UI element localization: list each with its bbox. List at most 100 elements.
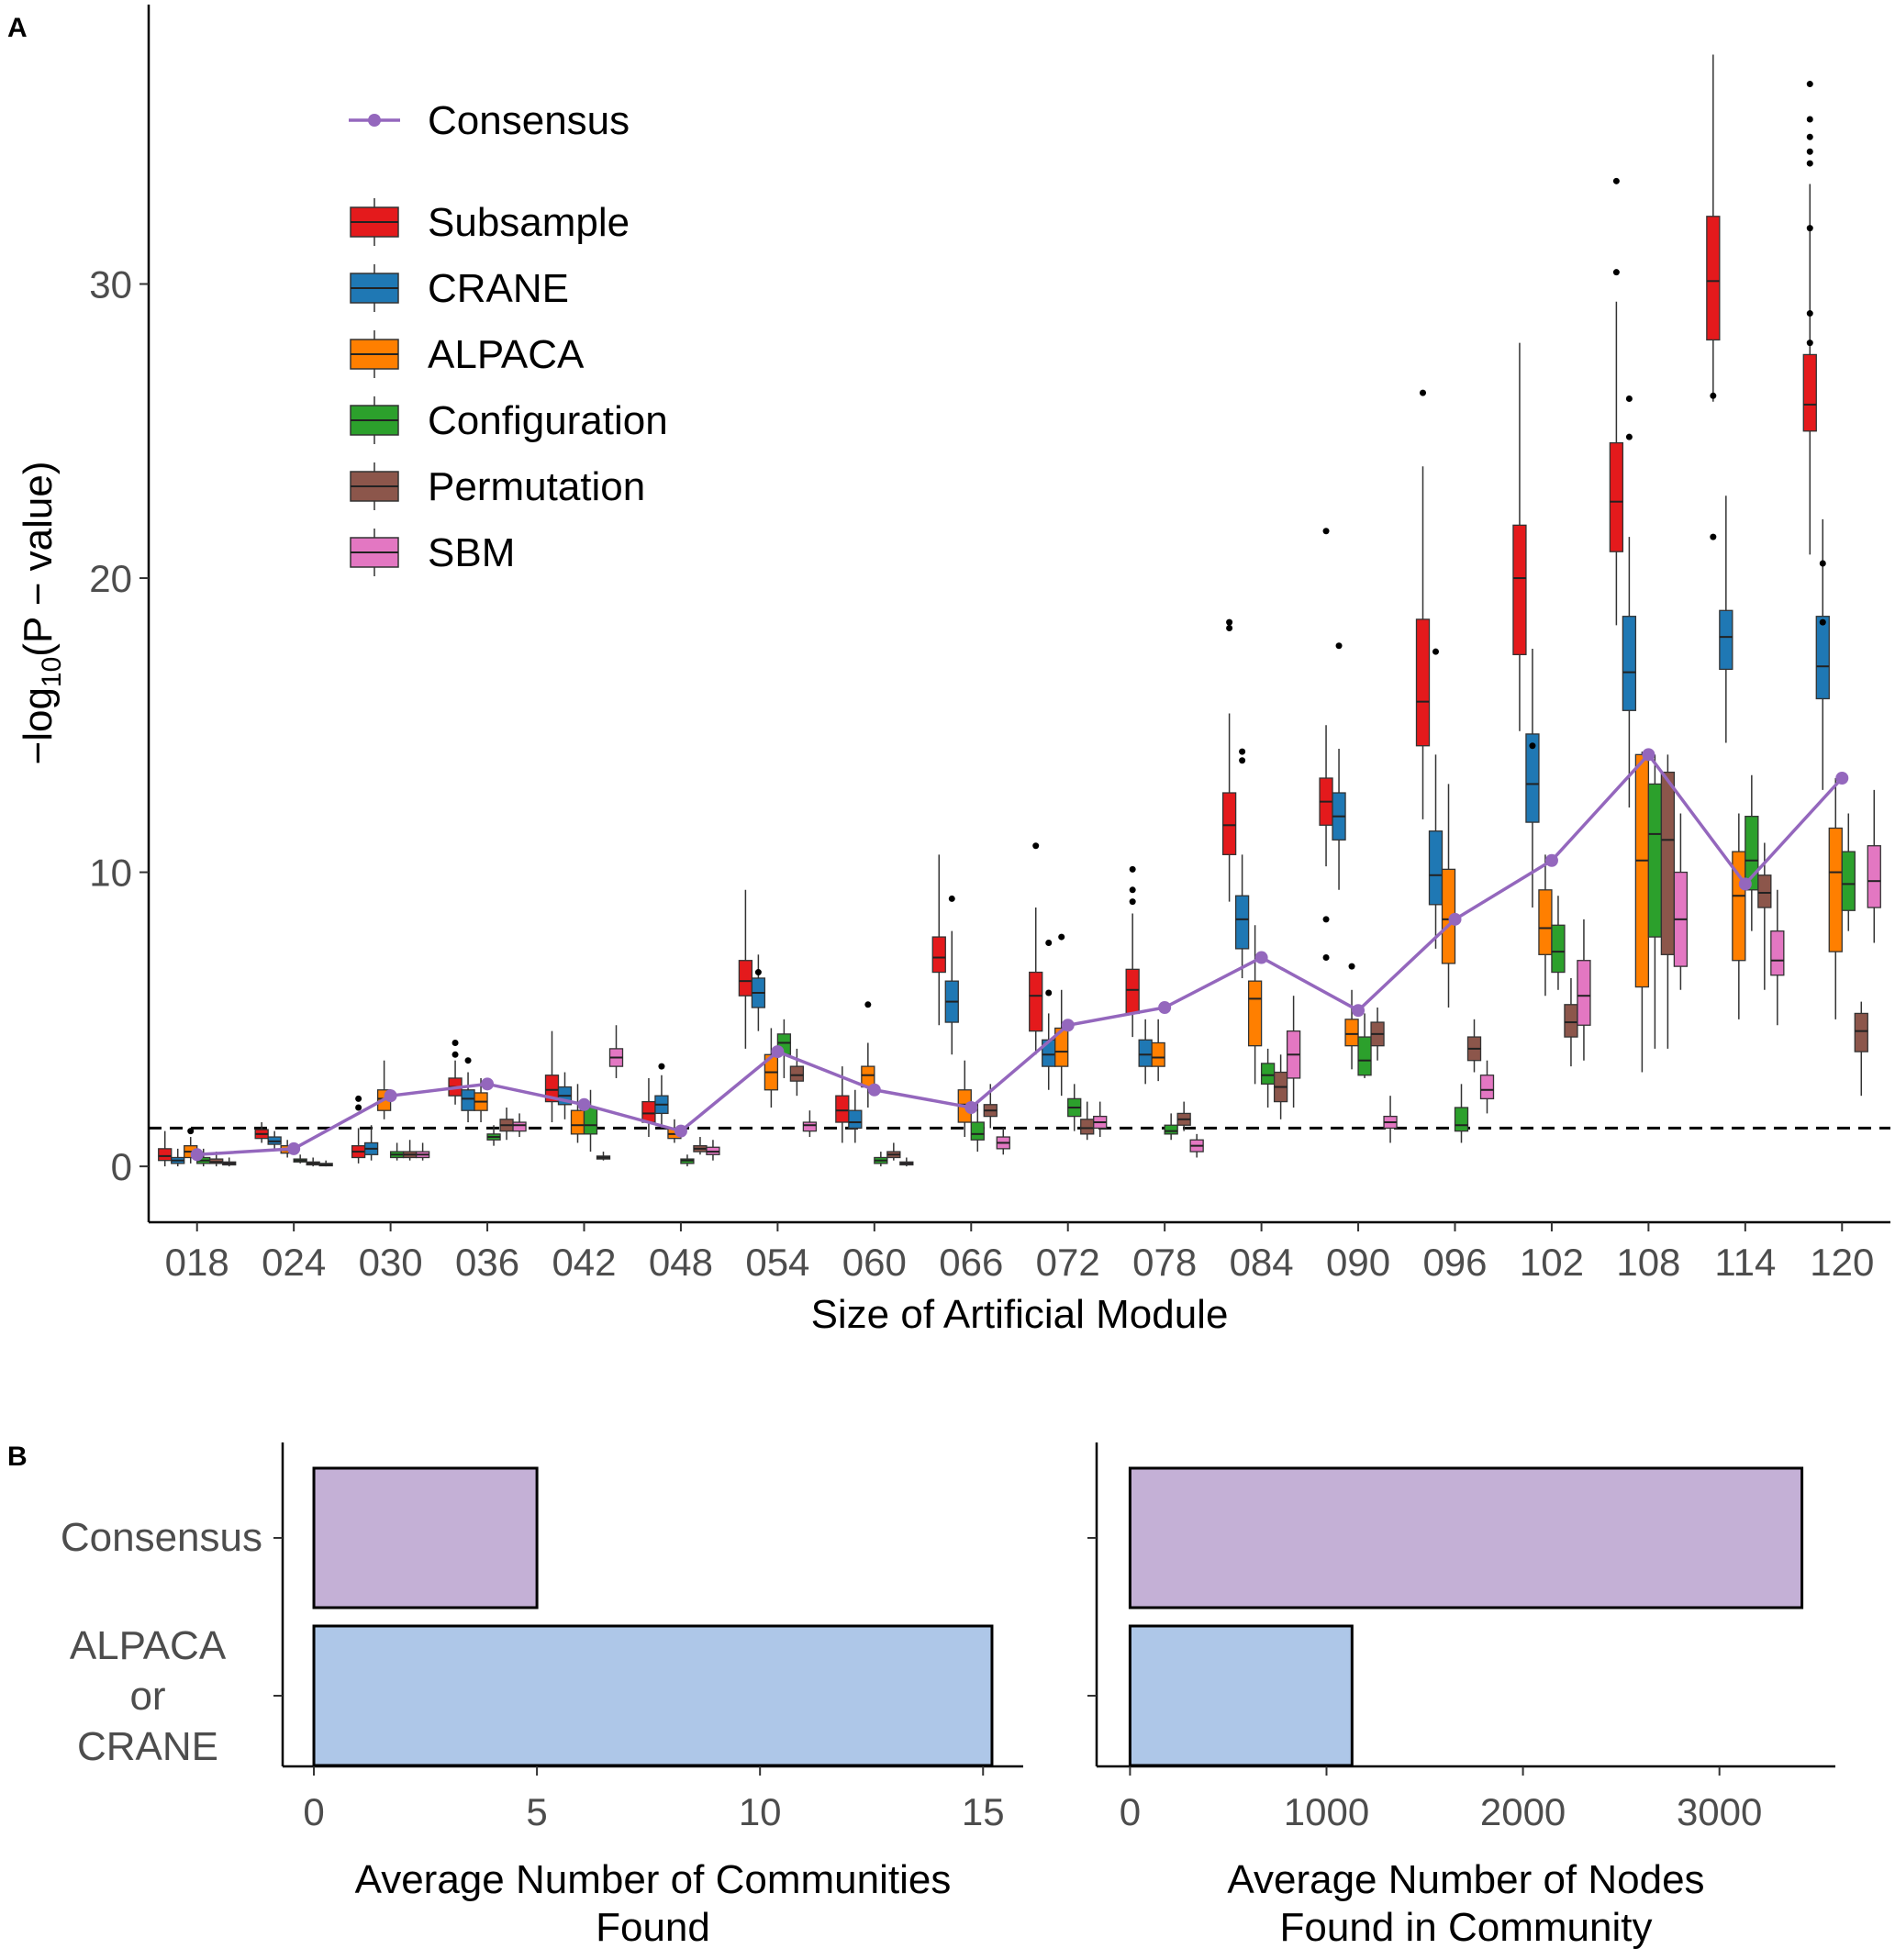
- box-permutation-120: [1854, 1012, 1868, 1052]
- outlier-point: [754, 969, 762, 976]
- box-configuration-042: [583, 1107, 598, 1135]
- outlier-point: [1322, 916, 1330, 923]
- box-permutation-108: [1660, 771, 1676, 955]
- outlier-point: [948, 895, 955, 902]
- legend-label-permutation: Permutation: [428, 464, 645, 509]
- outlier-point: [187, 1128, 195, 1135]
- y-tick-label: 0: [111, 1145, 132, 1188]
- consensus-point: [190, 1148, 204, 1162]
- outlier-point: [355, 1104, 362, 1111]
- consensus-point: [1642, 748, 1655, 762]
- box-subsample-048: [641, 1100, 656, 1123]
- category-label-alpaca-or-crane: or: [129, 1674, 165, 1719]
- outlier-point: [1806, 310, 1813, 317]
- outlier-point: [1322, 528, 1330, 535]
- outlier-point: [464, 1057, 472, 1064]
- consensus-point: [481, 1077, 495, 1091]
- box-crane-114: [1719, 609, 1733, 671]
- x-tick-label: 030: [359, 1241, 423, 1284]
- outlier-point: [451, 1039, 459, 1046]
- box-subsample-102: [1512, 524, 1527, 656]
- x-axis-title: Found: [596, 1905, 710, 1950]
- box-crane-060: [848, 1109, 863, 1130]
- box-configuration-096: [1454, 1107, 1469, 1132]
- box-permutation-054: [789, 1065, 805, 1082]
- legend-label-configuration: Configuration: [428, 398, 668, 443]
- outlier-point: [1335, 642, 1343, 650]
- consensus-point: [287, 1141, 301, 1155]
- outlier-point: [1625, 433, 1633, 440]
- box-sbm-120: [1867, 845, 1881, 908]
- panel-b-nodes-bars: 0 1000 2000 3000 Average Number of NodesFoun…: [1087, 1442, 1835, 1950]
- consensus-point: [1738, 877, 1752, 891]
- x-tick-label: 096: [1422, 1241, 1487, 1284]
- outlier-point: [1612, 269, 1620, 276]
- outlier-point: [1129, 898, 1136, 906]
- outlier-point: [1806, 116, 1813, 123]
- box-permutation-114: [1757, 874, 1772, 908]
- outlier-point: [1045, 989, 1053, 997]
- outlier-point: [1420, 389, 1426, 396]
- outlier-point: [1045, 939, 1053, 946]
- outlier-point: [1625, 395, 1633, 403]
- outlier-point: [1226, 618, 1233, 626]
- x-tick-label: 15: [962, 1790, 1005, 1833]
- legend-label-sbm: SBM: [428, 530, 515, 575]
- panel-a-boxplot: 0 10 20 30 018 024 030 036 042 048 054 060 066 072 078…: [16, 5, 1890, 1337]
- panel-label-b: B: [7, 1442, 28, 1472]
- category-label-alpaca-or-crane: CRANE: [77, 1724, 218, 1769]
- outlier-point: [1322, 954, 1330, 962]
- box-configuration-108: [1647, 783, 1663, 938]
- outlier-point: [355, 1095, 362, 1102]
- outlier-point: [1806, 133, 1813, 140]
- outlier-point: [1806, 225, 1813, 232]
- outlier-point: [1806, 340, 1813, 347]
- bar-alpaca-or-crane: [312, 1624, 994, 1767]
- box-alpaca-108: [1634, 753, 1650, 988]
- outlier-point: [1129, 865, 1136, 873]
- x-tick-label: 048: [649, 1241, 713, 1284]
- consensus-point: [1061, 1019, 1075, 1032]
- box-alpaca-078: [1151, 1041, 1165, 1067]
- box-crane-036: [461, 1089, 475, 1111]
- y-axis-title-suffix: (P − value): [16, 462, 61, 657]
- consensus-point: [577, 1097, 591, 1111]
- x-tick-label: 5: [526, 1790, 547, 1833]
- bar-alpaca-or-crane: [1128, 1624, 1354, 1767]
- consensus-point: [1448, 912, 1462, 926]
- x-tick-label: 0: [1120, 1790, 1141, 1833]
- x-axis-title: Found in Community: [1280, 1905, 1653, 1950]
- outlier-point: [1239, 757, 1246, 764]
- consensus-point: [1254, 951, 1268, 964]
- consensus-point: [1835, 771, 1849, 785]
- outlier-point: [1819, 560, 1826, 567]
- outlier-point: [1032, 842, 1040, 850]
- box-alpaca-090: [1344, 1019, 1359, 1047]
- x-tick-label: 3000: [1677, 1790, 1762, 1833]
- box-configuration-090: [1357, 1036, 1372, 1076]
- outlier-point: [1226, 625, 1233, 632]
- box-configuration-078: [1164, 1124, 1178, 1135]
- consensus-line: [196, 752, 1844, 1157]
- consensus-point: [1158, 1001, 1172, 1015]
- box-crane-084: [1234, 895, 1250, 950]
- outlier-point: [1806, 160, 1813, 167]
- box-configuration-120: [1841, 851, 1856, 911]
- box-crane-102: [1525, 733, 1540, 823]
- consensus-point: [771, 1045, 785, 1059]
- bar-consensus: [312, 1466, 539, 1609]
- box-crane-108: [1622, 616, 1637, 711]
- box-subsample-084: [1221, 792, 1237, 855]
- legend-label-subsample: Subsample: [428, 200, 630, 245]
- category-label-alpaca-or-crane: ALPACA: [70, 1623, 227, 1668]
- y-tick-label: 30: [89, 263, 132, 306]
- x-tick-label: 120: [1810, 1241, 1874, 1284]
- x-tick-label: 042: [552, 1241, 616, 1284]
- x-tick-label: 084: [1230, 1241, 1294, 1284]
- category-label-consensus: Consensus: [61, 1515, 262, 1560]
- box-subsample-054: [738, 960, 753, 997]
- box-sbm-036: [512, 1121, 527, 1132]
- x-tick-label: 072: [1036, 1241, 1100, 1284]
- box-configuration-084: [1260, 1063, 1276, 1086]
